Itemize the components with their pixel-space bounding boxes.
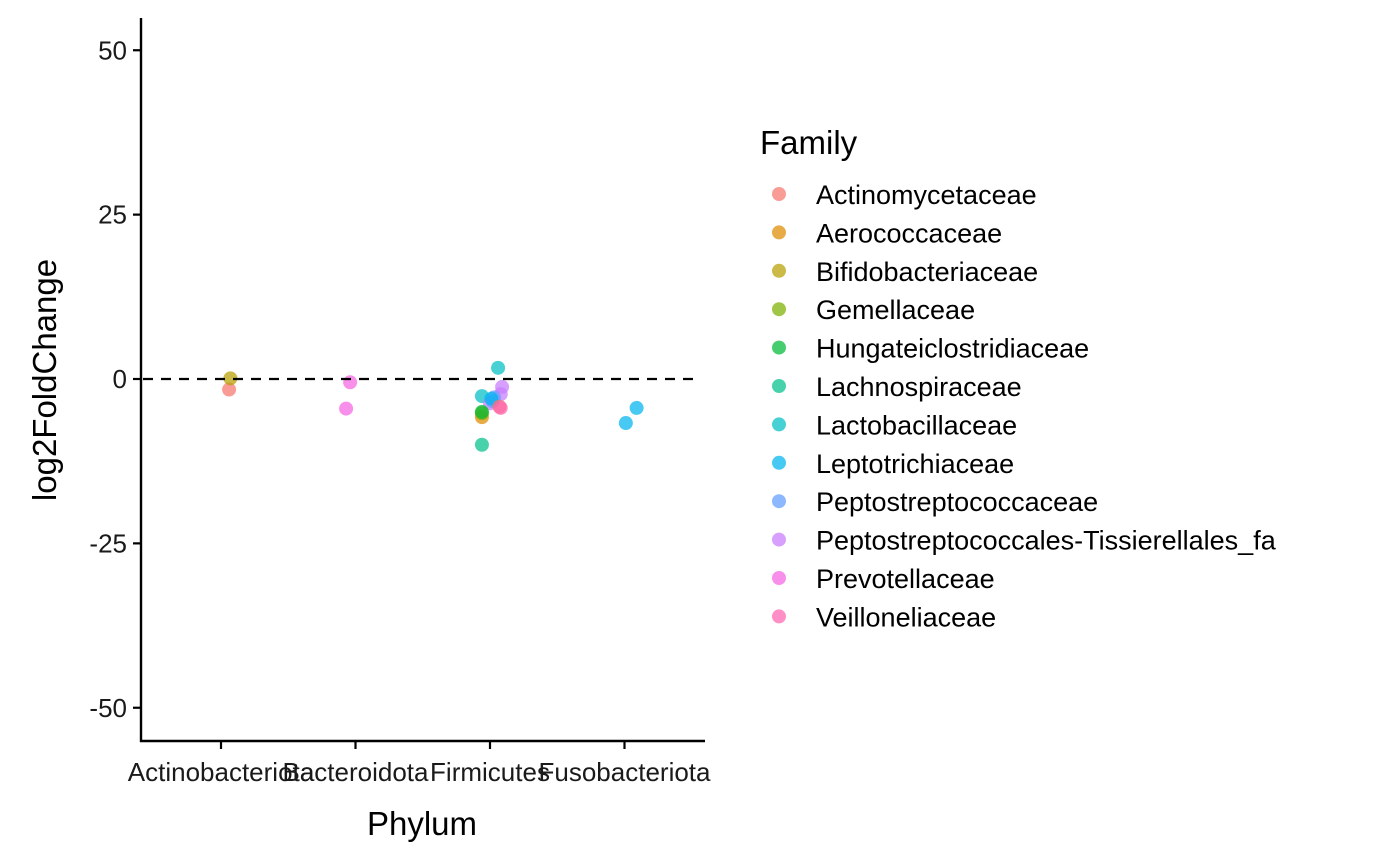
legend-label: Hungateiclostridiaceae	[816, 334, 1089, 364]
legend-label: Lactobacillaceae	[816, 410, 1017, 440]
legend: Family Actinomycetaceae Aerococcaceae Bifi…	[760, 124, 1277, 632]
y-tick-label: 50	[98, 35, 127, 65]
data-point	[223, 371, 238, 386]
x-tick-label: Actinobacteriota	[128, 757, 315, 787]
x-tick-label: Firmicutes	[430, 757, 550, 787]
data-point	[493, 400, 508, 415]
legend-label: Prevotellaceae	[816, 564, 995, 594]
legend-label: Lachnospiraceae	[816, 372, 1022, 402]
y-tick-label: -50	[89, 693, 127, 723]
legend-key	[772, 455, 786, 470]
legend-key	[772, 609, 786, 624]
legend-label: Aerococcaceae	[816, 218, 1002, 248]
plot-area	[222, 360, 644, 452]
legend-label: Bifidobacteriaceae	[816, 257, 1038, 287]
x-tick-label: Fusobacteriota	[539, 757, 712, 787]
data-point	[222, 382, 237, 397]
x-tick-label: Bacteroidota	[283, 757, 430, 787]
y-tick-label: 0	[113, 364, 127, 394]
y-axis-title: log2FoldChange	[26, 259, 63, 501]
legend-title: Family	[760, 124, 858, 161]
legend-key	[772, 263, 786, 278]
data-point	[474, 404, 489, 419]
legend-key	[772, 302, 786, 317]
legend-key	[772, 417, 786, 432]
legend-key	[772, 379, 786, 393]
legend-key	[772, 571, 786, 585]
legend-key	[772, 187, 786, 201]
legend-label: Actinomycetaceae	[816, 180, 1037, 210]
data-point	[629, 400, 644, 415]
legend-label: Gemellaceae	[816, 295, 975, 325]
legend-key	[772, 225, 786, 240]
data-point	[343, 375, 358, 390]
y-tick-label: 25	[98, 200, 127, 230]
y-tick-label: -25	[89, 528, 127, 558]
legend-key	[772, 494, 786, 509]
legend-label: Peptostreptococcaceae	[816, 487, 1098, 517]
legend-label: Veilloneliaceae	[816, 602, 996, 632]
data-point	[339, 401, 354, 416]
legend-label: Peptostreptococcales-Tissierellales_fa	[816, 526, 1277, 556]
data-point	[474, 437, 489, 452]
data-point	[618, 416, 633, 431]
legend-label: Leptotrichiaceae	[816, 449, 1014, 479]
legend-key	[772, 532, 786, 547]
data-point	[491, 360, 506, 375]
x-axis-title: Phylum	[367, 805, 477, 842]
legend-key	[772, 340, 786, 355]
